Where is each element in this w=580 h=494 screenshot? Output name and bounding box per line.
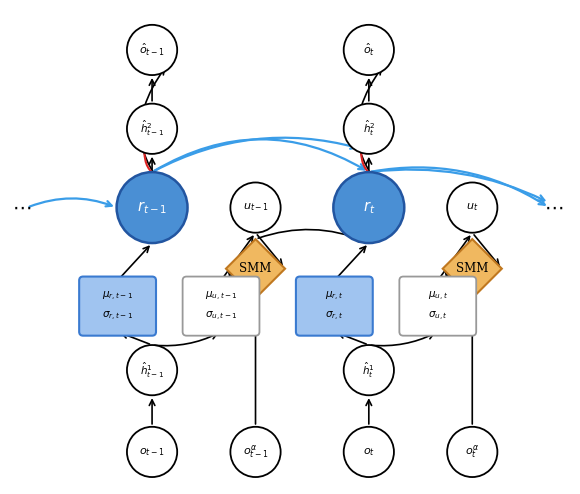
Text: $\hat{h}^1_t$: $\hat{h}^1_t$ [362,361,375,380]
Text: $\mu_{r,t}$: $\mu_{r,t}$ [325,289,343,303]
FancyBboxPatch shape [296,277,373,335]
Circle shape [344,25,394,75]
FancyBboxPatch shape [79,277,156,335]
Polygon shape [443,239,502,298]
Text: $\mu_{u,t-1}$: $\mu_{u,t-1}$ [205,289,237,303]
Circle shape [127,345,177,395]
Text: $\hat{h}^2_{t-1}$: $\hat{h}^2_{t-1}$ [140,119,164,138]
Text: $o^\alpha_t$: $o^\alpha_t$ [465,444,480,460]
Circle shape [344,427,394,477]
Text: $\hat{o}_t$: $\hat{o}_t$ [362,42,375,58]
Text: $u_{t-1}$: $u_{t-1}$ [242,202,269,213]
Circle shape [447,427,498,477]
Circle shape [230,182,281,233]
Text: SMM: SMM [456,262,488,275]
Circle shape [447,182,498,233]
Text: $\cdots$: $\cdots$ [12,198,32,217]
Polygon shape [226,239,285,298]
FancyBboxPatch shape [183,277,259,335]
Text: $\mu_{r,t-1}$: $\mu_{r,t-1}$ [102,289,133,303]
Text: $\sigma_{u,t-1}$: $\sigma_{u,t-1}$ [205,309,237,323]
Text: $r_{t-1}$: $r_{t-1}$ [137,199,167,216]
Text: SMM: SMM [240,262,271,275]
Circle shape [344,345,394,395]
Text: $u_t$: $u_t$ [466,202,478,213]
Text: $o_{t-1}$: $o_{t-1}$ [139,446,165,458]
Text: $\mu_{u,t}$: $\mu_{u,t}$ [427,289,448,303]
Circle shape [117,172,187,243]
Circle shape [334,172,404,243]
Text: $o^\alpha_{t-1}$: $o^\alpha_{t-1}$ [242,444,269,460]
Text: $\sigma_{r,t}$: $\sigma_{r,t}$ [325,309,343,323]
Text: $\sigma_{u,t}$: $\sigma_{u,t}$ [428,309,448,323]
Text: $\hat{h}^1_{t-1}$: $\hat{h}^1_{t-1}$ [140,361,164,380]
Circle shape [127,104,177,154]
Circle shape [127,427,177,477]
Text: $\hat{h}^2_t$: $\hat{h}^2_t$ [362,119,375,138]
Text: $o_t$: $o_t$ [362,446,375,458]
Text: $\hat{o}_{t-1}$: $\hat{o}_{t-1}$ [139,42,165,58]
Text: $\sigma_{r,t-1}$: $\sigma_{r,t-1}$ [102,309,133,323]
Text: $\cdots$: $\cdots$ [545,198,564,217]
Text: $r_t$: $r_t$ [362,199,375,216]
Circle shape [230,427,281,477]
Circle shape [344,104,394,154]
FancyBboxPatch shape [400,277,476,335]
Circle shape [127,25,177,75]
